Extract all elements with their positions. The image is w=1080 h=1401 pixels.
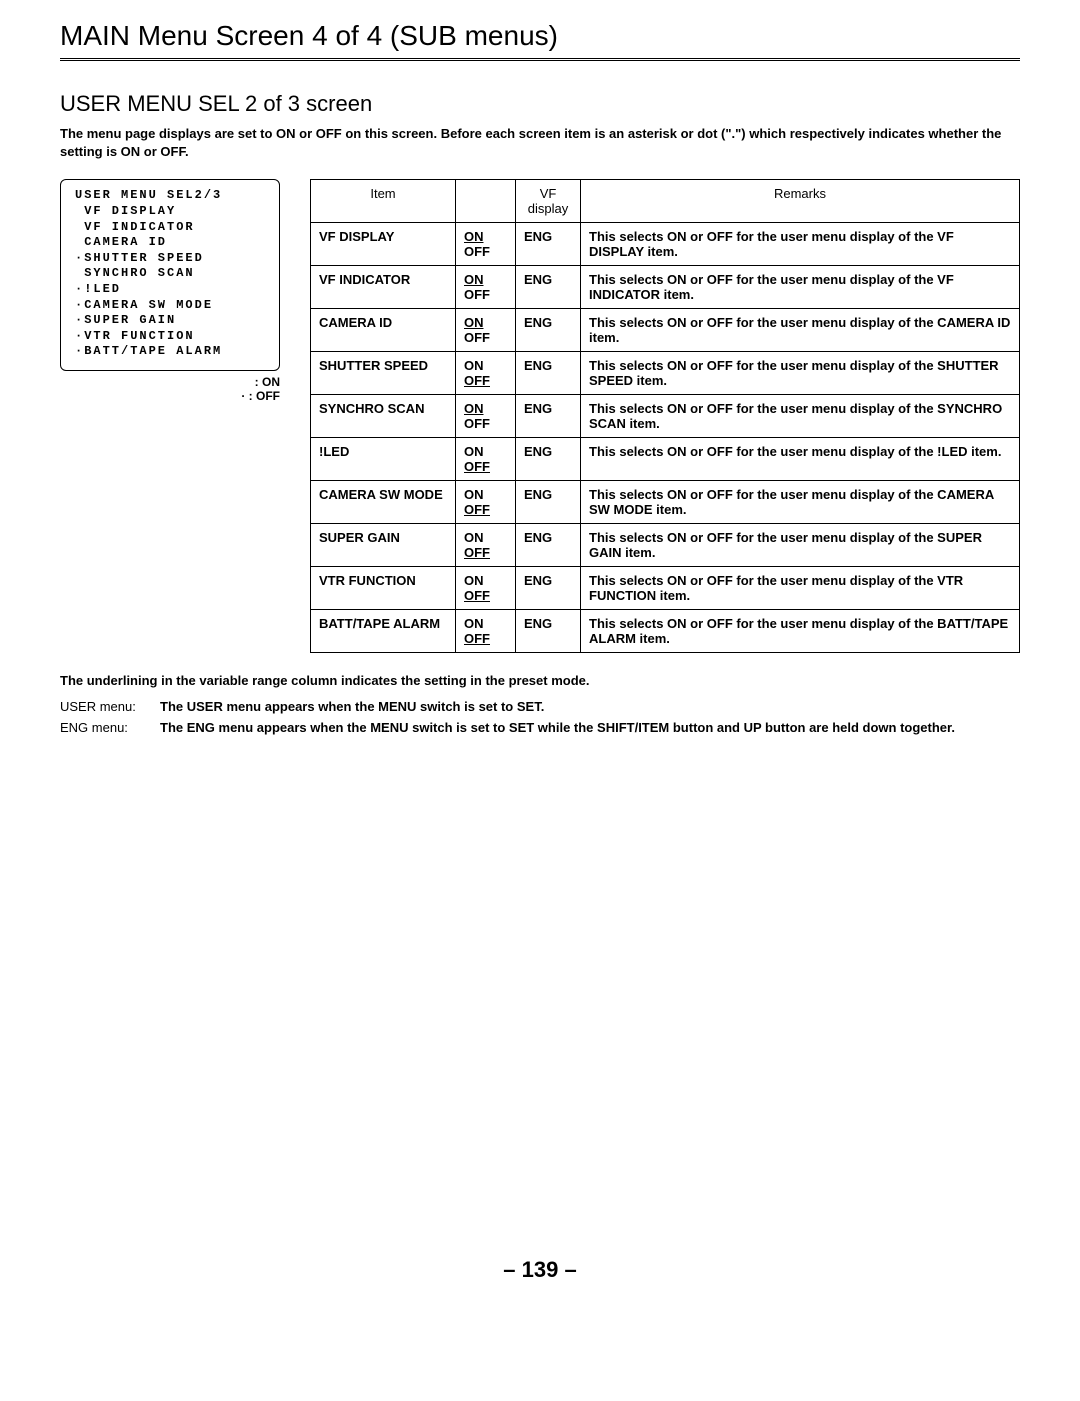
remarks-cell: This selects ON or OFF for the user menu… (581, 567, 1020, 610)
left-column: USER MENU SEL2/3 VF DISPLAY VF INDICATOR… (60, 179, 280, 403)
remarks-cell: This selects ON or OFF for the user menu… (581, 610, 1020, 653)
user-menu-text: The USER menu appears when the MENU swit… (160, 698, 1020, 716)
vf-cell: ENG (516, 610, 581, 653)
range-cell: ONOFF (456, 567, 516, 610)
screen-line: VF DISPLAY (75, 204, 265, 220)
range-cell: ONOFF (456, 438, 516, 481)
table-row: CAMERA SW MODEONOFFENGThis selects ON or… (311, 481, 1020, 524)
remarks-cell: This selects ON or OFF for the user menu… (581, 352, 1020, 395)
table-row: SUPER GAINONOFFENGThis selects ON or OFF… (311, 524, 1020, 567)
table-row: VF INDICATORONOFFENGThis selects ON or O… (311, 266, 1020, 309)
table-row: !LEDONOFFENGThis selects ON or OFF for t… (311, 438, 1020, 481)
item-cell: SHUTTER SPEED (311, 352, 456, 395)
sub-title: USER MENU SEL 2 of 3 screen (60, 91, 1020, 117)
table-row: VF DISPLAYONOFFENGThis selects ON or OFF… (311, 223, 1020, 266)
remarks-cell: This selects ON or OFF for the user menu… (581, 395, 1020, 438)
main-title: MAIN Menu Screen 4 of 4 (SUB menus) (60, 20, 1020, 61)
item-cell: SYNCHRO SCAN (311, 395, 456, 438)
screen-line: SYNCHRO SCAN (75, 266, 265, 282)
screen-line: ·!LED (75, 282, 265, 298)
item-cell: CAMERA SW MODE (311, 481, 456, 524)
range-cell: ONOFF (456, 481, 516, 524)
remarks-cell: This selects ON or OFF for the user menu… (581, 438, 1020, 481)
vf-cell: ENG (516, 567, 581, 610)
item-cell: CAMERA ID (311, 309, 456, 352)
range-cell: ONOFF (456, 266, 516, 309)
table-row: BATT/TAPE ALARMONOFFENGThis selects ON o… (311, 610, 1020, 653)
header-range (456, 180, 516, 223)
screen-line: USER MENU SEL2/3 (75, 188, 265, 204)
screen-line: ·BATT/TAPE ALARM (75, 344, 265, 360)
content-layout: USER MENU SEL2/3 VF DISPLAY VF INDICATOR… (60, 179, 1020, 653)
range-cell: ONOFF (456, 610, 516, 653)
vf-cell: ENG (516, 309, 581, 352)
range-cell: ONOFF (456, 352, 516, 395)
range-cell: ONOFF (456, 524, 516, 567)
remarks-cell: This selects ON or OFF for the user menu… (581, 266, 1020, 309)
header-vf: VF display (516, 180, 581, 223)
item-cell: VTR FUNCTION (311, 567, 456, 610)
vf-cell: ENG (516, 223, 581, 266)
screen-box: USER MENU SEL2/3 VF DISPLAY VF INDICATOR… (60, 179, 280, 371)
remarks-cell: This selects ON or OFF for the user menu… (581, 223, 1020, 266)
header-item: Item (311, 180, 456, 223)
header-remarks: Remarks (581, 180, 1020, 223)
eng-menu-label: ENG menu: (60, 719, 160, 737)
settings-table: Item VF display Remarks VF DISPLAYONOFFE… (310, 179, 1020, 653)
legend: : ON · : OFF (60, 375, 280, 403)
vf-cell: ENG (516, 438, 581, 481)
table-row: CAMERA IDONOFFENGThis selects ON or OFF … (311, 309, 1020, 352)
item-cell: !LED (311, 438, 456, 481)
screen-line: CAMERA ID (75, 235, 265, 251)
vf-cell: ENG (516, 352, 581, 395)
user-menu-label: USER menu: (60, 698, 160, 716)
range-cell: ONOFF (456, 223, 516, 266)
screen-line: ·CAMERA SW MODE (75, 298, 265, 314)
screen-line: ·VTR FUNCTION (75, 329, 265, 345)
legend-on: : ON (60, 375, 280, 389)
item-cell: VF INDICATOR (311, 266, 456, 309)
screen-line: ·SUPER GAIN (75, 313, 265, 329)
legend-off: · : OFF (60, 389, 280, 403)
table-row: VTR FUNCTIONONOFFENGThis selects ON or O… (311, 567, 1020, 610)
eng-menu-text: The ENG menu appears when the MENU switc… (160, 719, 1020, 737)
remarks-cell: This selects ON or OFF for the user menu… (581, 524, 1020, 567)
vf-cell: ENG (516, 266, 581, 309)
footnote: The underlining in the variable range co… (60, 673, 1020, 688)
range-cell: ONOFF (456, 395, 516, 438)
vf-cell: ENG (516, 481, 581, 524)
screen-line: ·SHUTTER SPEED (75, 251, 265, 267)
screen-line: VF INDICATOR (75, 220, 265, 236)
right-column: Item VF display Remarks VF DISPLAYONOFFE… (310, 179, 1020, 653)
intro-text: The menu page displays are set to ON or … (60, 125, 1020, 161)
vf-cell: ENG (516, 395, 581, 438)
table-row: SHUTTER SPEEDONOFFENGThis selects ON or … (311, 352, 1020, 395)
remarks-cell: This selects ON or OFF for the user menu… (581, 481, 1020, 524)
remarks-cell: This selects ON or OFF for the user menu… (581, 309, 1020, 352)
page-number: – 139 – (60, 1257, 1020, 1283)
vf-cell: ENG (516, 524, 581, 567)
item-cell: SUPER GAIN (311, 524, 456, 567)
range-cell: ONOFF (456, 309, 516, 352)
item-cell: VF DISPLAY (311, 223, 456, 266)
table-row: SYNCHRO SCANONOFFENGThis selects ON or O… (311, 395, 1020, 438)
definitions: USER menu: The USER menu appears when th… (60, 698, 1020, 736)
item-cell: BATT/TAPE ALARM (311, 610, 456, 653)
table-header-row: Item VF display Remarks (311, 180, 1020, 223)
